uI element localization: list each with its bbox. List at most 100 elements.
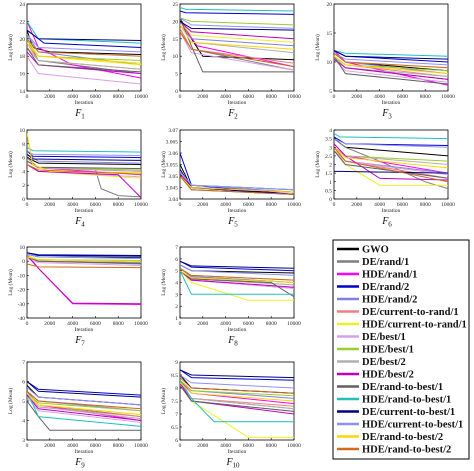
subplot-10: 0 2000 4000 6000 8000 10000 6 6.5 7 7.5 8 8.5 9 Itera… [160,360,301,470]
y-tick-label: 2 [22,183,25,189]
function-label: F7 [74,335,85,348]
legend-entry: DE/rand/2 [337,282,409,293]
series-line [27,38,141,57]
legend-label: HDE/current-to-best/1 [362,420,463,431]
y-tick-label: 24 [20,2,26,8]
series-line [180,379,294,397]
y-tick-label: 3.05 [168,174,178,180]
x-tick-label: 8000 [420,94,431,100]
function-label: F1 [74,108,85,121]
function-label: F3 [381,108,392,121]
series-line [180,10,294,15]
series-line [334,138,448,148]
legend-label: DE/rand-to-best/1 [362,382,443,393]
x-axis-label: Iteration [382,100,401,106]
y-axis-label: Log (Mean) [160,269,167,296]
series-line [180,385,294,412]
y-axis-label: Log (Mean) [7,388,14,415]
legend-label: HDE/rand/1 [362,270,417,281]
y-tick-label: 6.5 [171,425,178,431]
x-tick-label: 4000 [67,321,78,327]
x-axis-label: Iteration [75,327,94,333]
series-line [27,253,141,259]
y-tick-label: 3.07 [168,128,178,134]
y-axis-label: Log (Mean) [7,151,14,178]
y-tick-label: 10 [20,245,26,251]
y-tick-label: 3 [22,438,25,444]
series-line [334,170,448,174]
legend-entry: DE/best/1 [337,332,406,343]
series-lines [180,369,294,438]
series-lines [180,152,294,195]
y-axis-label: Log (Mean) [160,34,167,61]
x-tick-label: 4000 [220,443,231,449]
function-label: F2 [227,108,238,121]
series-line [27,146,141,153]
x-tick-label: 10000 [134,94,148,100]
y-tick-label: 8 [22,142,25,148]
subplot-9: 0 2000 4000 6000 8000 10000 3 4 5 6 7 Iteration Log … [7,360,148,470]
x-tick-label: 0 [26,202,29,208]
x-tick-label: 6000 [243,321,254,327]
series-line [180,264,294,276]
legend-entry: DE/best/2 [337,357,406,368]
legend-label: HDE/rand-to-best/1 [362,395,451,406]
legend-label: DE/rand-to-best/2 [362,432,443,443]
series-line [334,146,448,169]
x-axis-label: Iteration [228,208,247,214]
y-tick-label: 3 [175,292,178,298]
y-tick-label: 4 [175,281,178,287]
x-tick-label: 10000 [134,321,148,327]
series-line [27,55,141,85]
series-line [180,21,294,40]
x-tick-label: 0 [26,443,29,449]
y-axis-label: Log (Mean) [7,269,14,296]
x-tick-label: 10000 [287,94,301,100]
subplot-7: 0 2000 4000 6000 8000 10000 -40 -30 -20 -10 0 10 Ite… [7,245,148,348]
x-tick-label: 4000 [220,94,231,100]
series-line [334,58,448,83]
series-line [334,55,448,85]
x-tick-label: 0 [26,321,29,327]
y-tick-label: 7.5 [171,399,178,405]
function-label: F8 [227,335,238,348]
series-line [27,164,141,175]
plot-area [333,3,449,92]
legend-label: HDE/rand/2 [362,295,417,306]
y-tick-label: 4 [22,419,25,425]
y-tick-label: 0 [329,197,332,203]
y-tick-label: -30 [18,302,26,308]
plot-area [179,246,295,319]
x-tick-label: 2000 [44,94,55,100]
y-tick-label: 6 [175,257,178,263]
x-tick-label: 2000 [197,443,208,449]
series-line [27,390,141,410]
x-tick-label: 4000 [374,202,385,208]
x-tick-label: 0 [179,94,182,100]
legend-entry: HDE/rand/1 [337,270,417,281]
x-tick-label: 0 [179,443,182,449]
series-line [27,400,141,431]
y-tick-label: 20 [327,2,333,8]
function-label: F9 [74,457,85,470]
x-axis-label: Iteration [228,100,247,106]
subplot-8: 0 2000 4000 6000 8000 10000 1 2 3 4 5 6 7 Iteration Lo… [160,245,301,348]
x-tick-label: 10000 [287,202,301,208]
series-lines [27,21,141,85]
series-line [180,175,294,195]
x-tick-label: 0 [333,202,336,208]
plot-area [179,361,295,441]
legend-entry: HDE/best/2 [337,370,414,381]
legend-label: DE/current-to-best/1 [362,407,455,418]
x-tick-label: 0 [333,94,336,100]
x-tick-label: 6000 [397,94,408,100]
series-line [27,396,141,423]
subplot-grid: 0 2000 4000 6000 8000 10000141618202224Iterat… [7,2,455,470]
y-tick-label: 1.5 [325,171,332,177]
subplot-4: 0 2000 4000 6000 8000 10000 0 2 4 6 8 10 Iteration Lo… [7,128,148,229]
series-lines [334,132,448,190]
series-line [27,255,141,305]
function-label: F10 [225,457,240,470]
x-tick-label: 0 [179,321,182,327]
series-line [180,369,294,381]
